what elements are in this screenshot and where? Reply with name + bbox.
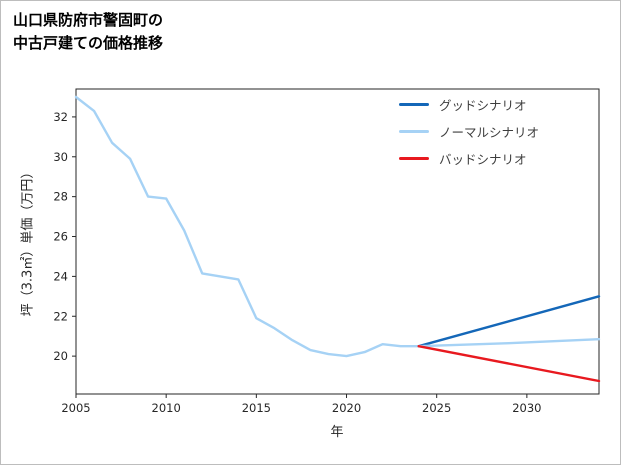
y-tick-label: 22 [53, 309, 68, 323]
chart-title-line2: 中古戸建ての価格推移 [13, 34, 164, 53]
chart-title-line1: 山口県防府市警固町の [13, 11, 164, 29]
y-tick-label: 24 [53, 269, 68, 283]
y-tick-label: 26 [53, 230, 68, 244]
legend-item-good: グッドシナリオ [399, 91, 539, 118]
legend-label-good: グッドシナリオ [439, 98, 527, 113]
legend-swatch-bad [399, 157, 429, 160]
series-line-ノーマルシナリオ [417, 338, 601, 348]
x-axis-label: 年 [330, 425, 344, 440]
y-axis-label: 坪（3.3㎡）単価（万円） [20, 165, 36, 317]
series-line-バッドシナリオ [417, 345, 601, 383]
series-line-グッドシナリオ [417, 295, 601, 348]
legend-swatch-normal [399, 130, 429, 133]
y-tick-label: 30 [53, 150, 68, 164]
legend-item-bad: バッドシナリオ [399, 145, 539, 172]
legend-item-normal: ノーマルシナリオ [399, 118, 539, 145]
series-line-actual [74, 95, 420, 358]
y-tick-label: 20 [53, 349, 68, 363]
x-tick-label: 2005 [61, 401, 90, 415]
legend-label-normal: ノーマルシナリオ [439, 125, 540, 140]
x-tick-label: 2025 [422, 401, 451, 415]
x-tick-label: 2010 [152, 401, 181, 415]
x-tick-label: 2020 [332, 401, 361, 415]
chart-title: 山口県防府市警固町の 中古戸建ての価格推移 [13, 9, 163, 56]
y-tick-label: 32 [53, 110, 68, 124]
legend-swatch-good [399, 103, 429, 106]
legend-label-bad: バッドシナリオ [439, 152, 527, 167]
legend: グッドシナリオ ノーマルシナリオ バッドシナリオ [399, 91, 539, 172]
x-tick-label: 2030 [512, 401, 541, 415]
x-tick-label: 2015 [242, 401, 271, 415]
y-tick-label: 28 [53, 190, 68, 204]
